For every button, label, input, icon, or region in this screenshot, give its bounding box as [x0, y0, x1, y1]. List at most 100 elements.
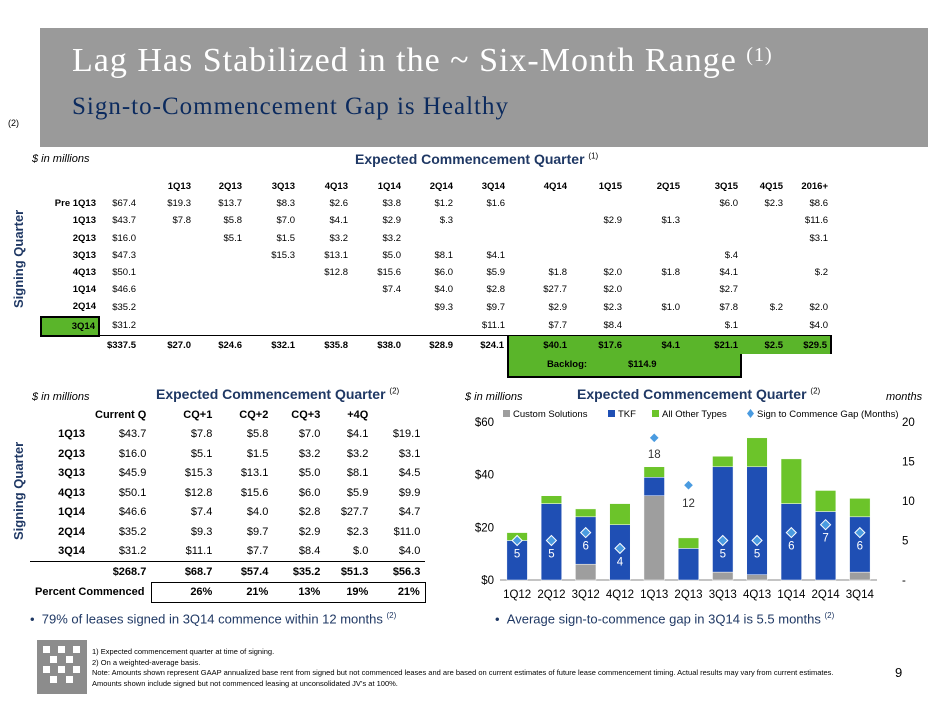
column-header: 3Q13 — [271, 181, 295, 193]
x-tick-label: 2Q12 — [537, 589, 565, 601]
table-cell — [741, 212, 786, 229]
slide-subtitle: Sign-to-Commencement Gap is Healthy — [72, 93, 510, 120]
column-header: 4Q15 — [759, 181, 783, 193]
table-cell: $13.1 — [240, 467, 269, 480]
y-tick-label-left: $40 — [475, 470, 494, 482]
table-cell: $.0 — [353, 545, 369, 558]
table-row: 1Q13 $43.7 $7.8 $5.8 $7.0 $4.1 $19.1 — [30, 425, 425, 445]
table-cell: $8.4 — [603, 320, 623, 332]
table-cell: $46.6 — [112, 284, 136, 296]
table-cell — [139, 317, 194, 336]
table-cell: $27.7 — [340, 506, 369, 519]
table-cell: $7.0 — [276, 215, 296, 227]
table-cell: $8.1 — [434, 249, 454, 261]
table-cell: $.2 — [769, 301, 783, 313]
table-cell: $15.6 — [377, 267, 401, 279]
backlog-spacer — [41, 354, 508, 377]
bar-all-other-types — [849, 498, 871, 518]
y-tick-label-left: $60 — [475, 417, 494, 429]
x-tick-label: 4Q13 — [743, 589, 771, 601]
bar-custom-solutions — [746, 574, 768, 581]
table-cell: $7.4 — [382, 284, 402, 296]
table-cell: $27.7 — [543, 284, 567, 296]
table-cell: $15.3 — [184, 467, 213, 480]
gap-data-label: 6 — [582, 541, 588, 553]
table-cell: $2.9 — [382, 215, 402, 227]
table-cell: $46.6 — [118, 506, 147, 519]
totals-row: $268.7 $68.7 $57.4 $35.2 $51.3 $56.3 — [30, 561, 426, 582]
percent-cell: 21% — [373, 581, 426, 603]
x-tick-label: 3Q14 — [846, 589, 875, 601]
bar-all-other-types — [712, 455, 734, 468]
gap-marker — [682, 479, 695, 491]
footnote-1: 1) Expected commencement quarter at time… — [92, 647, 275, 656]
table-cell — [683, 212, 741, 229]
table-cell: $13.1 — [324, 249, 348, 261]
total-cell: $4.1 — [625, 335, 683, 354]
table-cell: $4.5 — [398, 467, 421, 480]
x-tick-label: 1Q12 — [503, 589, 531, 601]
table-cell — [625, 317, 683, 336]
row-label: 4Q13 — [58, 486, 85, 499]
table-cell: $13.7 — [218, 198, 242, 210]
gap-data-label: 18 — [648, 449, 661, 461]
y-tick-label-right: 5 — [902, 536, 908, 548]
table-cell: $43.7 — [112, 215, 136, 227]
x-tick-label: 2Q13 — [674, 589, 702, 601]
table-cell: $5.8 — [223, 215, 243, 227]
table-cell: $4.1 — [346, 428, 369, 441]
total-cell: $29.5 — [786, 335, 832, 354]
total-cell: $28.9 — [404, 335, 456, 354]
bottom-side-label: Signing Quarter — [11, 441, 26, 540]
table-cell: $1.2 — [434, 198, 454, 210]
table-cell: $1.5 — [246, 447, 269, 460]
table-cell: $67.4 — [112, 198, 136, 210]
table-row: 2Q13 $16.0 $5.1 $1.5 $3.2 $3.2 $3.1 — [41, 230, 831, 247]
table-cell: $6.0 — [719, 198, 739, 210]
table-cell: $2.7 — [719, 284, 739, 296]
title-banner — [40, 28, 928, 147]
table-cell: $11.1 — [185, 545, 213, 558]
bar-all-other-types — [540, 495, 562, 504]
table-row: 2Q13 $16.0 $5.1 $1.5 $3.2 $3.2 $3.1 — [30, 444, 425, 464]
percent-commenced-row: Percent Commenced 26% 21% 13% 19% 21% — [30, 581, 426, 603]
total-cell: $56.3 — [373, 561, 426, 582]
column-header: 4Q13 — [324, 181, 348, 193]
table-cell — [741, 317, 786, 336]
table-cell — [139, 298, 194, 316]
gap-data-label: 6 — [788, 541, 794, 553]
table-cell: $12.8 — [324, 267, 348, 279]
chart-title: Expected Commencement Quarter (2) — [577, 386, 821, 402]
bar-tkf — [677, 548, 700, 581]
row-label: 1Q13 — [58, 428, 85, 441]
table-cell: $5.9 — [486, 267, 506, 279]
table-cell — [508, 247, 570, 264]
table-cell: $4.0 — [434, 284, 454, 296]
total-cell: $57.4 — [217, 561, 274, 582]
x-tick-label: 1Q13 — [640, 589, 668, 601]
table-row: 3Q14 $31.2 $11.1 $7.7 $8.4 $.1 $4.0 — [40, 315, 831, 337]
table-cell: $1.0 — [661, 301, 681, 313]
table-cell: $.3 — [439, 215, 453, 227]
gap-marker — [751, 534, 763, 547]
chart-right-axis-label: months — [886, 391, 923, 403]
column-header: 2Q15 — [656, 181, 680, 193]
total-cell: $337.5 — [99, 335, 139, 354]
table-cell: $19.3 — [167, 198, 191, 210]
table-row: 2Q14 $35.2 $9.3 $9.7 $2.9 $2.3 $1.0 $7.8 $.2 $2.0 — [41, 298, 831, 316]
bar-custom-solutions — [575, 563, 597, 581]
gap-marker — [648, 432, 660, 444]
column-header: Current Q — [95, 408, 147, 421]
gap-marker — [579, 526, 592, 539]
bottom-table-header-row: Current Q CQ+1 CQ+2 CQ+3 +4Q — [30, 405, 425, 425]
total-cell: $35.2 — [273, 561, 326, 582]
table-cell — [741, 281, 786, 298]
table-cell — [139, 264, 194, 281]
bar-all-other-types — [643, 466, 665, 478]
table-cell — [194, 247, 245, 264]
gap-data-label: 12 — [682, 498, 695, 510]
table-cell — [625, 195, 683, 212]
table-cell — [404, 317, 456, 336]
bar-custom-solutions — [712, 571, 734, 581]
table-cell: $2.9 — [548, 301, 568, 313]
